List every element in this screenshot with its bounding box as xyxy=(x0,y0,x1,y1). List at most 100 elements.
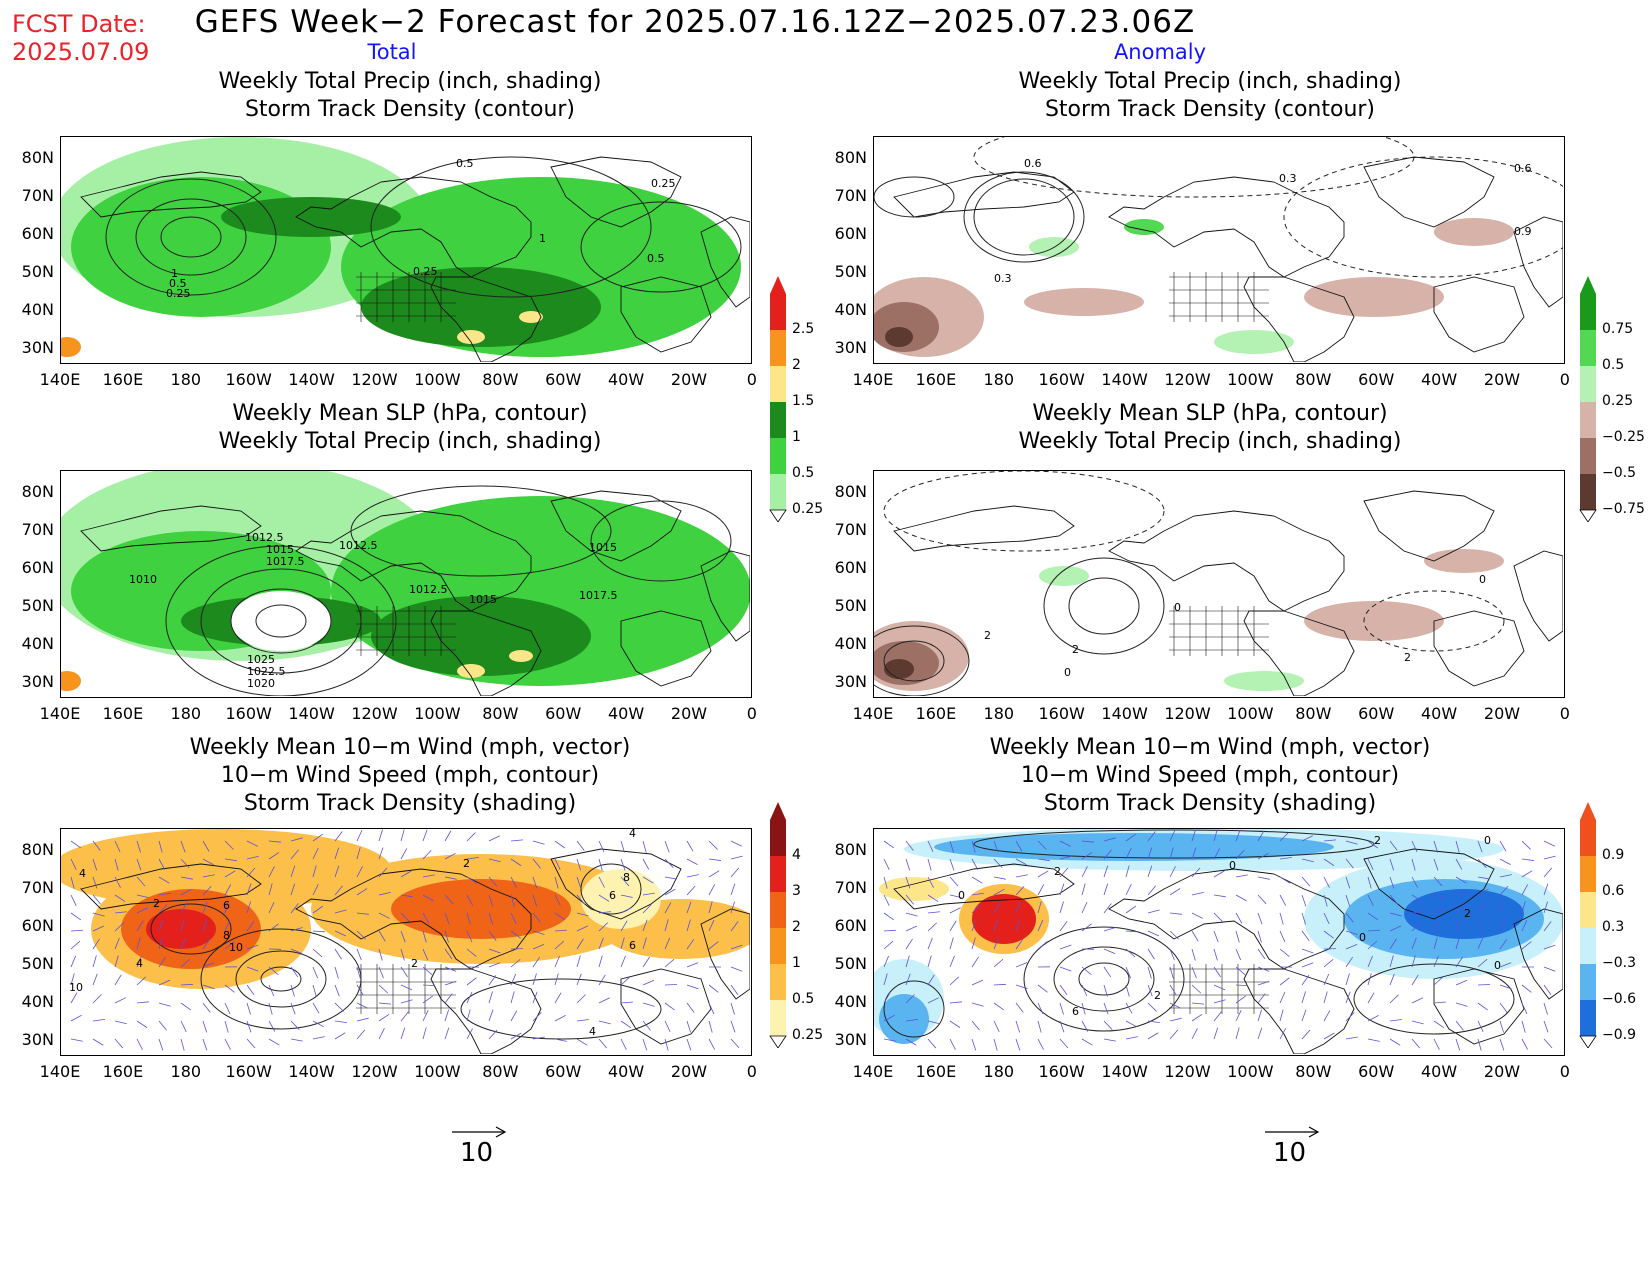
wind-vector xyxy=(642,892,655,896)
wind-vector xyxy=(927,858,932,871)
wind-vector xyxy=(1301,1009,1307,1022)
longitude-label: 20W xyxy=(1483,1062,1521,1081)
colorbar-segment xyxy=(1580,474,1596,510)
wind-vector xyxy=(268,984,275,997)
contour-label: 1017.5 xyxy=(266,555,305,568)
wind-vector xyxy=(1081,866,1088,878)
colorbar-label: 1.5 xyxy=(792,393,815,409)
wind-vector xyxy=(532,973,537,986)
wind-vector xyxy=(1147,885,1156,896)
wind-vector xyxy=(1059,1038,1069,1049)
wind-vector xyxy=(642,956,650,968)
wind-vector xyxy=(1323,973,1330,986)
contour-label: 0.6 xyxy=(1024,157,1042,170)
wind-vector xyxy=(1411,1038,1421,1049)
wind-vector xyxy=(1345,943,1358,950)
wind-vector xyxy=(993,876,1006,880)
wind-vector xyxy=(246,966,259,972)
wind-vector xyxy=(1389,938,1397,950)
longitude-label: 100W xyxy=(1227,704,1274,723)
wind-vector xyxy=(1015,919,1020,932)
colorbar-label: 0.6 xyxy=(1602,883,1625,899)
wind-vector xyxy=(1125,984,1130,997)
wind-vector xyxy=(312,833,324,842)
wind-vector xyxy=(554,973,559,986)
wind-vector xyxy=(1433,1020,1445,1029)
wind-vector xyxy=(532,858,541,869)
panel-3-title-line2: Weekly Total Precip (inch, shading) xyxy=(218,429,602,454)
wind-vector xyxy=(356,1029,366,1040)
wind-vector xyxy=(202,1038,208,1051)
contour-line xyxy=(160,216,222,258)
wind-vector xyxy=(422,1027,427,1040)
wind-vector xyxy=(1103,849,1112,860)
wind-vector xyxy=(1543,1020,1549,1033)
colorbar-segment xyxy=(770,1000,786,1036)
wind-vector xyxy=(180,858,190,869)
wind-vector xyxy=(114,876,121,888)
wind-vector xyxy=(1213,948,1218,961)
wind-vector xyxy=(1389,894,1399,905)
wind-vector xyxy=(334,847,340,860)
wind-vector xyxy=(1543,921,1552,932)
contour-line xyxy=(1363,590,1505,652)
wind-vector xyxy=(92,858,98,871)
vector-reference-arrow-left xyxy=(452,1126,507,1138)
wind-vector xyxy=(224,1038,231,1050)
wind-vector xyxy=(1455,1002,1468,1007)
wind-vector xyxy=(686,901,692,914)
wind-vector xyxy=(1059,901,1064,914)
wind-vector xyxy=(1015,1002,1024,1013)
wind-vector xyxy=(532,943,545,950)
wind-vector xyxy=(70,1038,83,1042)
wind-vector xyxy=(1015,901,1021,914)
wind-vector xyxy=(686,984,699,990)
shading-region xyxy=(581,869,661,929)
wind-vector xyxy=(1191,892,1204,896)
wind-vector xyxy=(202,858,214,866)
wind-vector xyxy=(70,940,81,950)
wind-vector xyxy=(224,984,235,993)
wind-vector xyxy=(378,966,384,979)
wind-vector xyxy=(1433,840,1438,853)
fcst-date-value: 2025.07.09 xyxy=(12,38,150,66)
longitude-label: 140W xyxy=(1101,704,1148,723)
colorbar-segment xyxy=(770,474,786,510)
wind-vector xyxy=(1433,1001,1446,1004)
coastline xyxy=(1363,490,1495,562)
coastline xyxy=(1433,276,1525,353)
colorbar-label: −0.5 xyxy=(1602,465,1636,481)
shading-region xyxy=(519,311,543,323)
shading-region xyxy=(371,596,591,676)
wind-vector xyxy=(1279,912,1284,925)
wind-vector xyxy=(246,883,252,896)
wind-vector xyxy=(1433,907,1445,914)
wind-vector xyxy=(949,840,954,853)
wind-vector xyxy=(1279,876,1291,884)
wind-vector xyxy=(883,955,889,968)
contour-line xyxy=(255,604,307,638)
wind-vector xyxy=(1169,984,1177,996)
wind-vector xyxy=(312,1020,324,1028)
wind-vector xyxy=(136,1020,148,1028)
wind-vector xyxy=(1521,840,1531,850)
longitude-label: 40W xyxy=(1421,370,1458,389)
wind-vector xyxy=(400,1027,406,1040)
contour-label: 8 xyxy=(223,929,230,942)
column-title-anomaly: Anomaly xyxy=(1113,40,1207,64)
wind-vector xyxy=(1345,876,1351,889)
wind-vector xyxy=(1169,847,1174,860)
longitude-label: 180 xyxy=(170,370,202,389)
colorbar-tip xyxy=(1580,802,1596,820)
wind-vector xyxy=(708,919,715,932)
longitude-label: 0 xyxy=(746,704,757,723)
contour-line xyxy=(1068,577,1140,635)
wind-vector xyxy=(378,1002,391,1005)
wind-vector xyxy=(1169,888,1181,896)
wind-vector xyxy=(620,955,626,968)
colorbar-segment xyxy=(1580,820,1596,856)
wind-vector xyxy=(224,840,234,850)
wind-vector xyxy=(1455,979,1468,986)
wind-vector xyxy=(642,1002,655,1007)
wind-vector xyxy=(202,919,207,932)
